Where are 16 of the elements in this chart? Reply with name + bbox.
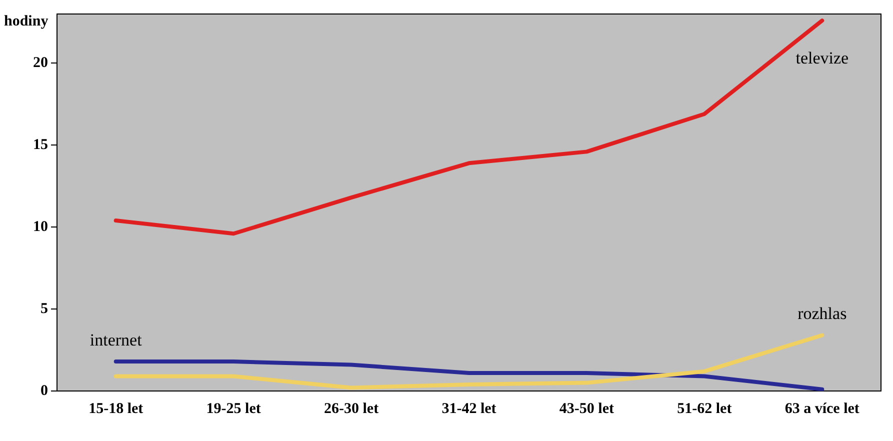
series-label: internet bbox=[90, 330, 142, 350]
x-tick-label: 63 a více let bbox=[784, 400, 860, 417]
series-label: televize bbox=[796, 48, 849, 68]
y-tick-label: 0 bbox=[40, 382, 48, 399]
series-label: rozhlas bbox=[798, 304, 847, 324]
y-axis-title: hodiny bbox=[4, 13, 49, 30]
x-tick-label: 31-42 let bbox=[442, 400, 496, 417]
y-tick-label: 15 bbox=[33, 137, 48, 154]
y-tick-label: 5 bbox=[40, 300, 48, 317]
x-tick-label: 43-50 let bbox=[559, 400, 614, 417]
y-tick-label: 20 bbox=[33, 55, 48, 72]
x-tick-label: 19-25 let bbox=[206, 400, 261, 417]
x-tick-label: 26-30 let bbox=[324, 400, 379, 417]
y-tick-label: 10 bbox=[33, 218, 48, 235]
x-tick-label: 15-18 let bbox=[88, 400, 144, 417]
x-tick-label: 51-62 let bbox=[677, 400, 732, 417]
